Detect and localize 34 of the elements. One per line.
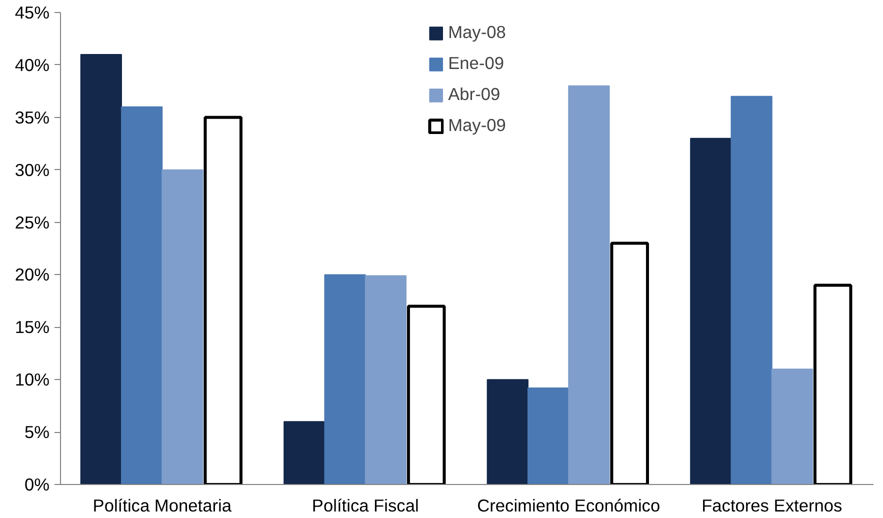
x-tick-label: Política Monetaria — [92, 496, 232, 516]
x-tick-label: Política Fiscal — [312, 496, 419, 516]
bar — [80, 54, 122, 484]
bar — [610, 242, 649, 484]
y-tick-label: 0% — [24, 474, 50, 494]
bar — [204, 116, 242, 484]
bar — [486, 379, 528, 484]
bar — [527, 388, 570, 484]
legend-label: Ene-09 — [448, 53, 504, 74]
y-tick-label: 25% — [14, 212, 50, 232]
bar — [364, 275, 407, 484]
bar — [771, 368, 814, 484]
y-tick-label: 15% — [14, 317, 50, 338]
y-tick-label: 20% — [14, 264, 50, 285]
y-tick-label: 45% — [14, 2, 50, 22]
x-tick-label: Crecimiento Económico — [477, 496, 660, 516]
bar — [730, 96, 772, 484]
y-tick-label: 10% — [14, 370, 50, 390]
y-tick-label: 30% — [14, 160, 50, 180]
bar — [120, 106, 163, 484]
bar — [284, 421, 326, 484]
legend-label: May-08 — [448, 22, 506, 43]
x-tick-label: Factores Externos — [702, 496, 843, 516]
bar — [813, 284, 852, 484]
bar — [568, 85, 610, 484]
bar — [162, 169, 204, 484]
bar — [324, 274, 366, 484]
bar — [690, 138, 732, 484]
y-tick-label: 40% — [14, 54, 50, 75]
legend-label: May-09 — [448, 115, 506, 136]
y-tick-label: 35% — [14, 107, 50, 128]
y-tick-label: 5% — [24, 422, 50, 442]
bar — [406, 304, 446, 484]
legend-label: Abr-09 — [448, 84, 500, 105]
